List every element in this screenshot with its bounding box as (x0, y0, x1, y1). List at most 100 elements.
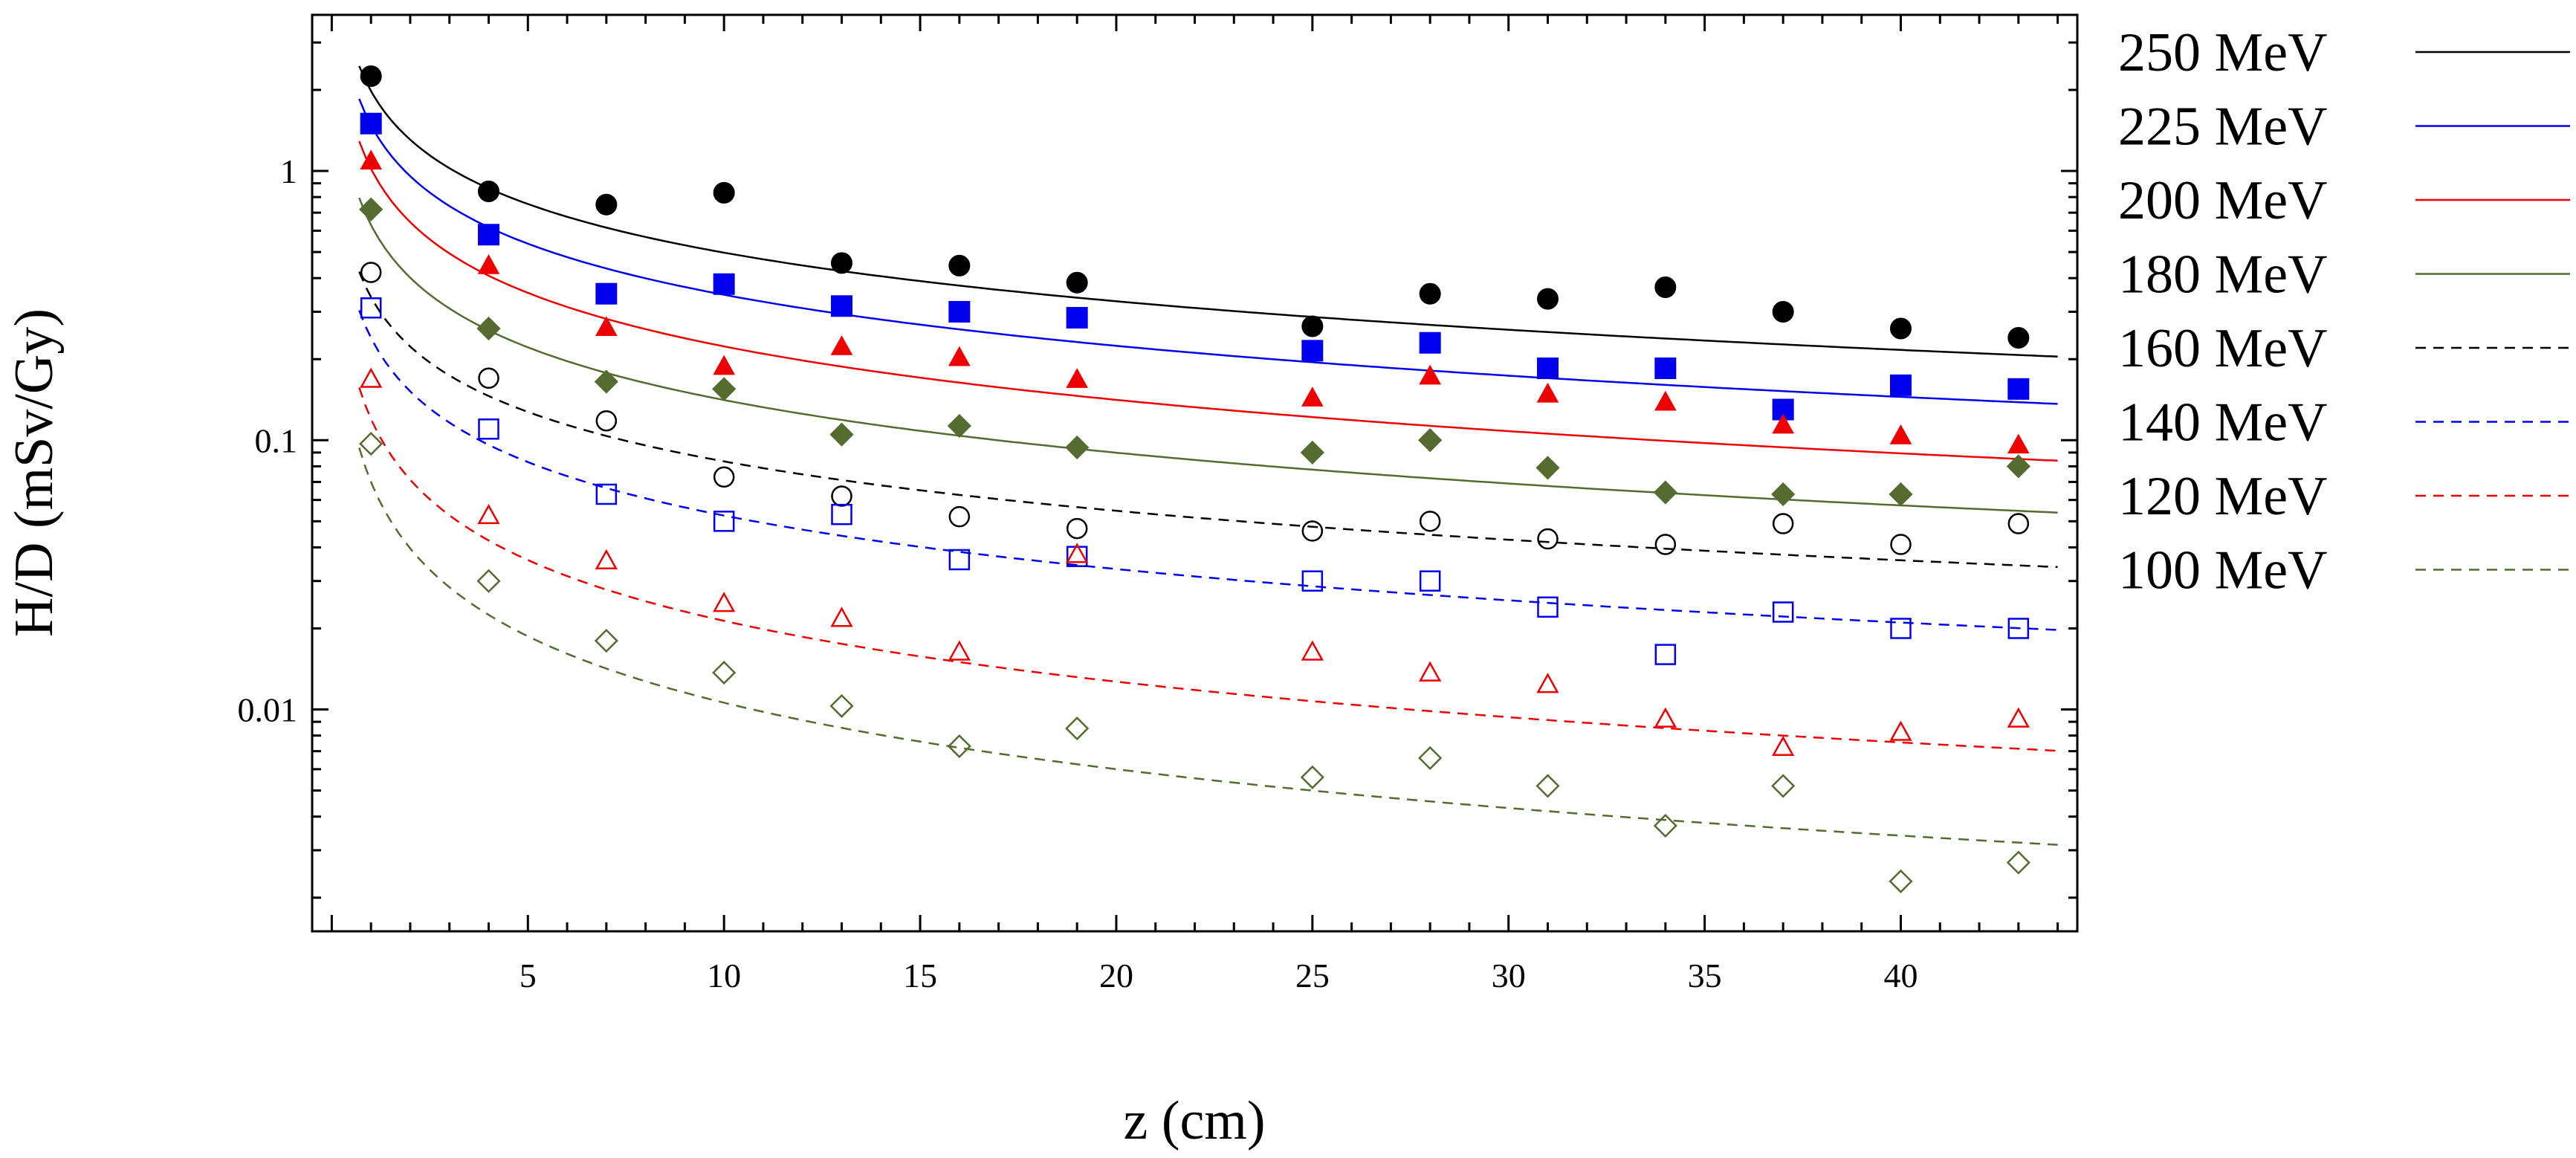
fit-curve (358, 271, 2058, 569)
data-point (2007, 618, 2030, 639)
data-point (1889, 869, 1913, 893)
data-point (1772, 413, 1795, 434)
data-point (1889, 720, 1912, 741)
data-point (1301, 315, 1324, 337)
data-point (1771, 774, 1796, 798)
data-point (1065, 435, 1090, 460)
data-point (830, 335, 853, 355)
data-point (1535, 456, 1560, 480)
data-point (2006, 454, 2030, 479)
legend-label: 100 MeV (2118, 540, 2328, 601)
data-point (2007, 433, 2030, 454)
data-point (948, 346, 971, 366)
data-point (359, 197, 384, 221)
data-point (713, 355, 736, 375)
data-point (1418, 745, 1443, 770)
data-point (477, 503, 500, 525)
data-point (1890, 618, 1912, 639)
data-point (595, 549, 618, 569)
legend-label: 120 MeV (2118, 466, 2328, 527)
data-point (1654, 276, 1677, 298)
legend: 250 MeV 225 MeV 200 MeV 180 MeV 160 MeV 140 M… (2118, 22, 2570, 601)
legend-label: 180 MeV (2118, 245, 2328, 305)
data-point (1772, 601, 1794, 623)
x-tick-label: 20 (1099, 957, 1133, 994)
y-axis-title: H/D (mSv/Gy) (4, 308, 65, 637)
legend-label: 160 MeV (2118, 318, 2328, 379)
data-point (360, 65, 382, 87)
data-point (947, 734, 971, 759)
data-point (1772, 735, 1795, 756)
data-point (2007, 378, 2030, 400)
data-point (831, 295, 852, 317)
plot-frame (311, 13, 2079, 933)
data-point (476, 569, 501, 593)
data-point (1654, 357, 1677, 379)
data-point (1066, 543, 1089, 563)
y-tick-label: 0.01 (238, 691, 298, 729)
data-point (1654, 390, 1677, 411)
data-point (1653, 813, 1677, 838)
x-axis-title: z (cm) (1123, 1090, 1265, 1151)
x-tick-label: 35 (1688, 957, 1722, 994)
data-point (829, 422, 854, 447)
data-point (1772, 300, 1794, 323)
legend-label: 250 MeV (2118, 22, 2328, 83)
data-point (2007, 513, 2030, 534)
data-point (595, 483, 618, 505)
data-point (2007, 707, 2030, 728)
data-point (1300, 765, 1324, 789)
data-point (712, 660, 737, 685)
data-point (1654, 644, 1677, 665)
data-point (1536, 673, 1559, 693)
data-point (2006, 850, 2030, 875)
data-point (1301, 386, 1324, 407)
data-point (829, 693, 854, 718)
fit-curve (358, 140, 2058, 462)
data-point (831, 503, 852, 525)
data-point (1301, 520, 1324, 542)
fit-curve (358, 447, 2058, 846)
legend-label: 200 MeV (2118, 170, 2328, 231)
data-point (1301, 340, 1324, 362)
data-point (948, 549, 971, 571)
data-point (594, 628, 618, 653)
data-point (1066, 271, 1088, 294)
data-point (713, 511, 735, 532)
data-point (831, 485, 852, 507)
x-tick-label: 5 (520, 957, 537, 994)
fit-curve (358, 197, 2058, 514)
data-point (831, 252, 852, 274)
data-point (1301, 640, 1324, 661)
data-point (1065, 717, 1090, 741)
data-point (1419, 282, 1441, 305)
data-point (1537, 596, 1559, 618)
data-point (2007, 327, 2030, 349)
data-point (1537, 528, 1559, 550)
data-point (1537, 357, 1559, 379)
data-point (478, 180, 499, 202)
data-point (595, 316, 618, 337)
data-point (713, 466, 735, 488)
data-point (360, 367, 383, 388)
data-point (1890, 534, 1912, 555)
data-point (476, 316, 501, 341)
fit-curve (358, 310, 2058, 631)
data-point (712, 377, 737, 401)
x-tick-label: 40 (1884, 957, 1918, 994)
data-point (1890, 317, 1912, 340)
data-point (1653, 480, 1677, 505)
data-point (1654, 534, 1677, 555)
data-point (1890, 374, 1912, 396)
fit-curves (358, 65, 2058, 846)
data-point (948, 254, 971, 276)
data-point (594, 369, 618, 394)
data-point (478, 418, 499, 440)
data-point (1300, 440, 1324, 465)
x-tick-label: 30 (1492, 957, 1526, 994)
axis-ticks: 5 10 15 20 25 30 35 40 0.01 0.1 1 (238, 15, 2077, 994)
data-point (360, 112, 382, 135)
data-point (360, 262, 382, 283)
data-point (1536, 382, 1559, 403)
